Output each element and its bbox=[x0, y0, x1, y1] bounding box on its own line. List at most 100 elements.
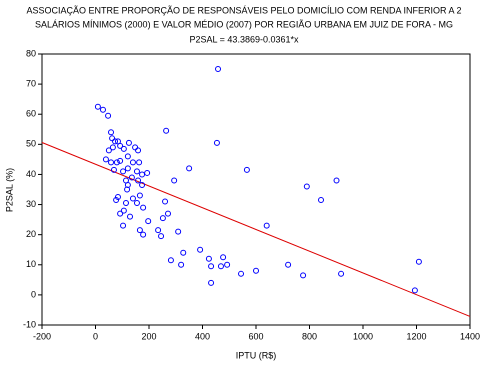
point bbox=[213, 139, 220, 146]
point bbox=[318, 197, 325, 204]
point bbox=[135, 147, 142, 154]
point bbox=[220, 254, 227, 261]
point bbox=[303, 183, 310, 190]
point bbox=[120, 168, 127, 175]
y-tick-label: 80 bbox=[26, 48, 36, 58]
point bbox=[133, 200, 140, 207]
point bbox=[415, 258, 422, 265]
point bbox=[163, 127, 170, 134]
point bbox=[117, 210, 124, 217]
point bbox=[217, 263, 224, 270]
point bbox=[136, 192, 143, 199]
point bbox=[109, 144, 116, 151]
point bbox=[140, 204, 147, 211]
point bbox=[208, 263, 215, 270]
point bbox=[128, 174, 135, 181]
y-tick-label: -10 bbox=[23, 319, 36, 329]
point bbox=[124, 153, 131, 160]
y-tick-label: 0 bbox=[31, 289, 36, 299]
x-axis-label: IPTU (R$) bbox=[236, 350, 277, 360]
point bbox=[238, 270, 245, 277]
point bbox=[263, 222, 270, 229]
point bbox=[124, 165, 131, 172]
point bbox=[120, 207, 127, 214]
point bbox=[144, 169, 151, 176]
point bbox=[139, 171, 146, 178]
point bbox=[129, 159, 136, 166]
y-tick-label: 40 bbox=[26, 169, 36, 179]
point bbox=[171, 177, 178, 184]
y-tick-label: 70 bbox=[26, 78, 36, 88]
point bbox=[333, 177, 340, 184]
regression-line bbox=[41, 142, 471, 317]
y-tick-label: 60 bbox=[26, 109, 36, 119]
point bbox=[158, 233, 165, 240]
point bbox=[411, 287, 418, 294]
point bbox=[136, 227, 143, 234]
x-tick-label: 600 bbox=[248, 331, 263, 341]
point bbox=[114, 194, 121, 201]
point bbox=[127, 213, 134, 220]
point bbox=[125, 139, 132, 146]
x-tick-label: 1200 bbox=[406, 331, 426, 341]
point bbox=[110, 166, 117, 173]
point bbox=[99, 106, 106, 113]
y-tick-label: 20 bbox=[26, 229, 36, 239]
point bbox=[117, 142, 124, 149]
point bbox=[162, 198, 169, 205]
y-tick-label: 50 bbox=[26, 139, 36, 149]
point bbox=[164, 210, 171, 217]
y-tick-label: 10 bbox=[26, 259, 36, 269]
chart-title: ASSOCIAÇÃO ENTRE PROPORÇÃO DE RESPONSÁVE… bbox=[26, 5, 461, 15]
point bbox=[122, 200, 129, 207]
point bbox=[155, 227, 162, 234]
point bbox=[224, 261, 231, 268]
point bbox=[112, 138, 119, 145]
point bbox=[186, 165, 193, 172]
point bbox=[145, 218, 152, 225]
plot-frame bbox=[41, 53, 471, 326]
x-tick-label: 800 bbox=[302, 331, 317, 341]
point bbox=[215, 66, 222, 73]
x-tick-label: 1400 bbox=[460, 331, 480, 341]
point bbox=[136, 159, 143, 166]
point bbox=[108, 159, 115, 166]
point bbox=[117, 157, 124, 164]
point bbox=[253, 267, 259, 274]
point bbox=[120, 222, 127, 229]
x-tick-label: 1000 bbox=[353, 331, 373, 341]
chart-subtitle: P2SAL = 43.3869-0.0361*x bbox=[189, 34, 299, 44]
y-tick-label: 30 bbox=[26, 199, 36, 209]
point bbox=[135, 177, 142, 184]
chart-title: SALÁRIOS MÍNIMOS (2000) E VALOR MÉDIO (2… bbox=[35, 19, 453, 29]
point bbox=[159, 215, 166, 222]
y-axis-label: P2SAL (%) bbox=[4, 168, 14, 212]
point bbox=[285, 261, 292, 268]
x-tick-label: 0 bbox=[93, 331, 98, 341]
point bbox=[120, 145, 127, 152]
point bbox=[139, 181, 146, 188]
point bbox=[124, 186, 131, 193]
point bbox=[102, 156, 109, 163]
point bbox=[180, 249, 187, 256]
point bbox=[132, 144, 139, 151]
point bbox=[113, 159, 120, 166]
point bbox=[113, 197, 120, 204]
x-tick-label: 200 bbox=[141, 331, 156, 341]
point bbox=[243, 166, 250, 173]
point bbox=[197, 246, 204, 253]
point bbox=[167, 257, 174, 264]
point bbox=[105, 112, 112, 119]
point bbox=[175, 228, 182, 235]
point bbox=[109, 135, 116, 142]
point bbox=[205, 255, 212, 262]
point bbox=[94, 103, 101, 110]
point bbox=[178, 261, 185, 268]
point bbox=[208, 279, 215, 286]
point bbox=[140, 231, 147, 238]
x-tick-label: -200 bbox=[33, 331, 51, 341]
point bbox=[300, 272, 307, 279]
point bbox=[105, 147, 112, 154]
point bbox=[338, 270, 345, 277]
